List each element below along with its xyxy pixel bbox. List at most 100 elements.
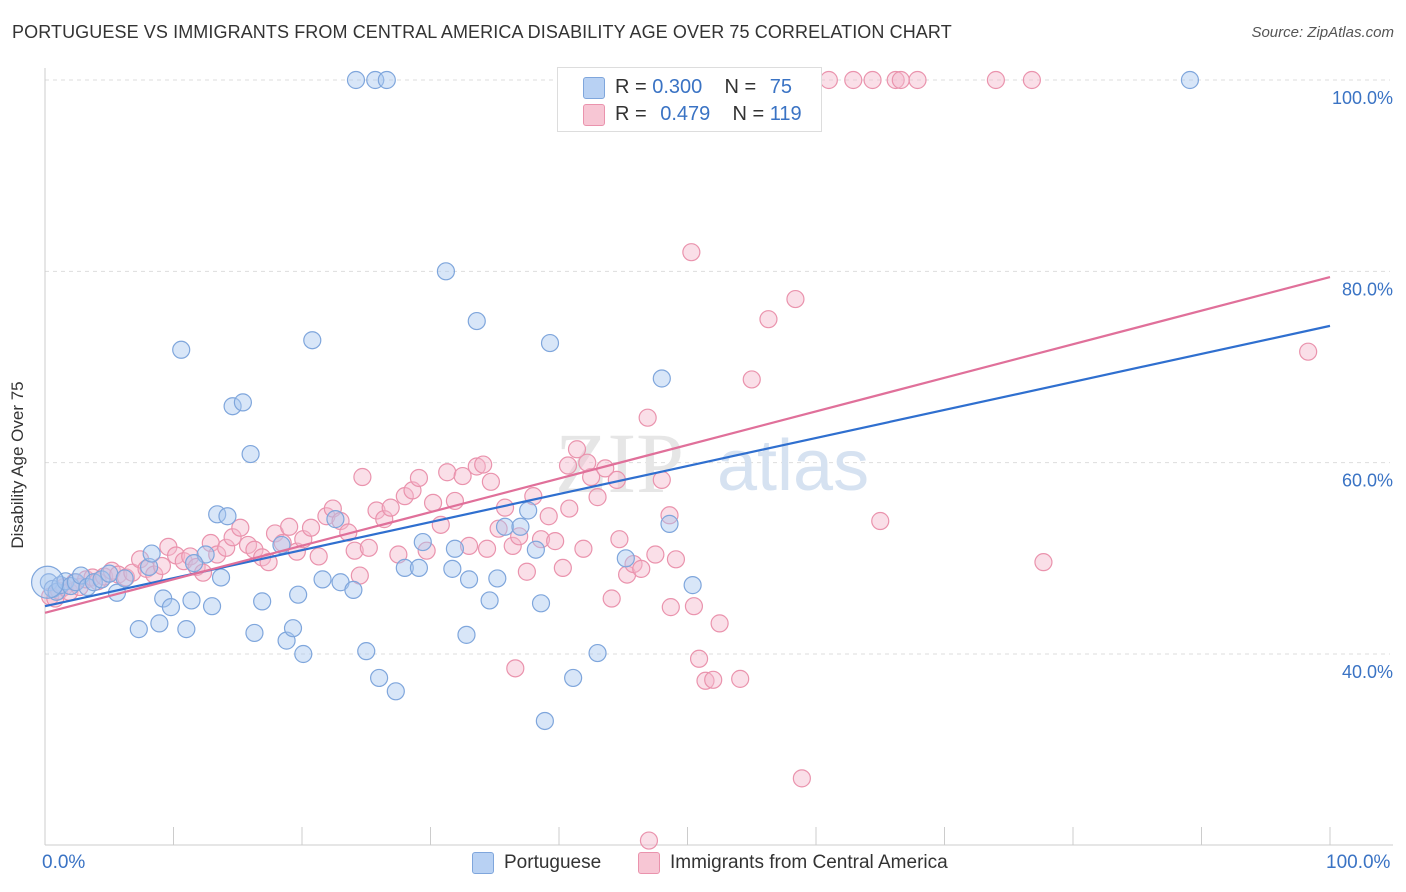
- central-america-point: [759, 310, 778, 329]
- portuguese-trend-line: [44, 324, 1331, 608]
- central-america-point: [506, 659, 525, 678]
- central-america-point: [602, 589, 621, 608]
- central-america-point: [152, 556, 172, 576]
- central-america-point: [684, 597, 704, 616]
- portuguese-point: [370, 668, 389, 688]
- portuguese-point: [202, 597, 222, 616]
- central-america-point: [792, 769, 811, 788]
- central-america-point: [639, 831, 659, 850]
- legend-r-value: 0.300: [652, 76, 703, 98]
- legend-n-value: 119: [769, 103, 802, 125]
- central-america-point: [696, 671, 715, 690]
- legend-n-label: N =: [732, 103, 765, 125]
- portuguese-point: [245, 623, 264, 643]
- central-america-point: [217, 538, 236, 557]
- bottom-legend-label: Portuguese: [504, 852, 602, 873]
- portuguese-point: [409, 558, 429, 578]
- central-america-point: [359, 538, 378, 557]
- central-america-point: [786, 289, 805, 309]
- portuguese-point: [480, 591, 499, 610]
- central-america-point: [531, 530, 551, 549]
- bottom-legend-swatch-blue: [472, 852, 494, 874]
- central-america-point: [986, 70, 1006, 90]
- central-america-point: [459, 536, 479, 555]
- portuguese-point: [313, 570, 332, 589]
- portuguese-point: [445, 539, 465, 558]
- portuguese-point: [357, 642, 376, 661]
- central-america-point: [666, 550, 686, 569]
- portuguese-point: [223, 397, 242, 416]
- y-axis-label: Disability Age Over 75: [8, 381, 27, 549]
- central-america-point: [231, 518, 250, 537]
- portuguese-point: [511, 517, 530, 536]
- central-america-point: [558, 456, 578, 475]
- portuguese-point: [531, 594, 551, 613]
- y-tick-label: 80.0%: [1342, 279, 1393, 299]
- central-america-point: [517, 562, 536, 581]
- portuguese-point: [177, 620, 196, 639]
- portuguese-point: [289, 585, 308, 604]
- portuguese-point: [294, 644, 313, 664]
- portuguese-point: [184, 554, 204, 573]
- central-america-point: [1034, 553, 1053, 572]
- legend-r-label: R =: [615, 76, 647, 98]
- central-america-point: [689, 649, 709, 668]
- central-america-point: [710, 614, 729, 633]
- central-america-point: [574, 539, 593, 558]
- central-america-point: [553, 558, 572, 578]
- portuguese-point: [495, 517, 515, 536]
- central-america-point: [819, 70, 838, 90]
- central-america-point: [223, 528, 242, 547]
- portuguese-point: [1180, 70, 1200, 90]
- y-tick-label: 60.0%: [1342, 471, 1393, 491]
- portuguese-point: [218, 507, 237, 526]
- portuguese-point: [683, 576, 702, 595]
- central-america-point: [863, 70, 882, 90]
- central-america-point: [381, 498, 400, 517]
- portuguese-point: [395, 558, 414, 578]
- central-america-point: [539, 507, 558, 526]
- portuguese-point: [253, 592, 272, 611]
- central-america-point: [474, 455, 493, 474]
- central-america-point: [489, 519, 508, 538]
- portuguese-point: [344, 580, 363, 600]
- portuguese-point: [519, 501, 538, 520]
- central-america-point: [345, 541, 364, 560]
- central-america-point: [560, 499, 579, 518]
- portuguese-point: [526, 540, 545, 559]
- portuguese-point: [139, 557, 159, 577]
- central-america-point: [1022, 70, 1041, 90]
- source-label: Source: ZipAtlas.com: [1251, 24, 1394, 41]
- central-america-point: [438, 463, 457, 482]
- portuguese-point: [413, 532, 432, 552]
- portuguese-point: [211, 568, 231, 587]
- central-america-point: [567, 440, 587, 459]
- legend-n-value: 75: [769, 76, 793, 98]
- central-america-point: [309, 547, 328, 566]
- portuguese-point: [30, 565, 65, 599]
- legend-r-label: R =: [615, 103, 647, 125]
- x-axis-max-label: 100.0%: [1326, 852, 1391, 873]
- central-america-point: [481, 472, 500, 491]
- portuguese-point: [142, 544, 161, 563]
- portuguese-point: [100, 564, 119, 583]
- central-america-point: [477, 539, 497, 558]
- bottom-legend-swatch-pink: [638, 852, 660, 874]
- portuguese-point: [161, 598, 181, 617]
- portuguese-point: [540, 333, 560, 353]
- portuguese-point: [652, 369, 671, 388]
- central-america-point: [871, 511, 890, 531]
- portuguese-point: [467, 311, 486, 331]
- x-axis-min-label: 0.0%: [42, 852, 86, 873]
- central-america-point: [453, 466, 472, 486]
- central-america-point: [682, 243, 701, 262]
- portuguese-point: [436, 262, 456, 281]
- y-tick-label: 100.0%: [1332, 88, 1393, 108]
- portuguese-point: [182, 591, 201, 610]
- portuguese-point: [386, 682, 405, 701]
- portuguese-point: [241, 444, 260, 464]
- central-america-point: [353, 467, 372, 487]
- legend-swatch-pink: [583, 104, 605, 126]
- portuguese-point: [129, 620, 148, 639]
